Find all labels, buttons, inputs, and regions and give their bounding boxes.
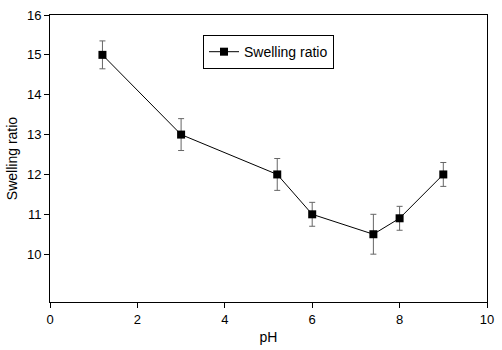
svg-text:11: 11 <box>28 207 42 222</box>
svg-text:4: 4 <box>221 312 228 327</box>
svg-text:8: 8 <box>396 312 403 327</box>
svg-text:13: 13 <box>27 127 41 142</box>
svg-text:16: 16 <box>27 8 41 23</box>
svg-text:10: 10 <box>27 247 41 262</box>
svg-text:pH: pH <box>260 329 278 345</box>
svg-text:12: 12 <box>27 167 41 182</box>
svg-text:15: 15 <box>27 47 41 62</box>
svg-text:2: 2 <box>134 312 141 327</box>
svg-text:14: 14 <box>27 87 41 102</box>
svg-text:6: 6 <box>309 312 316 327</box>
svg-text:Swelling ratio: Swelling ratio <box>244 44 327 60</box>
svg-text:Swelling ratio: Swelling ratio <box>4 117 20 200</box>
svg-text:10: 10 <box>480 312 494 327</box>
svg-text:0: 0 <box>46 312 53 327</box>
